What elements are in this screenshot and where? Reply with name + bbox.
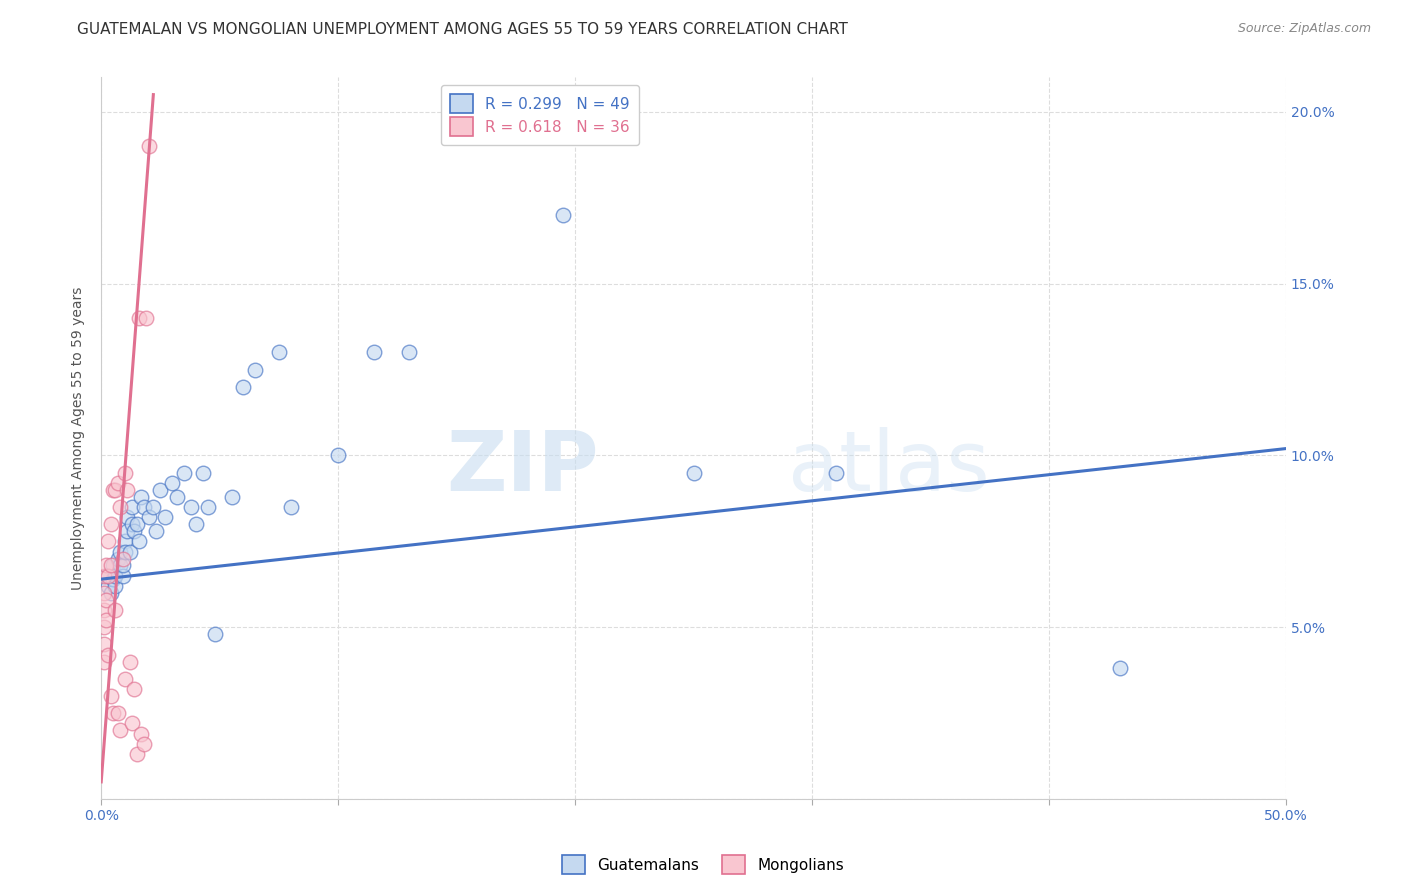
- Point: [125, 517, 148, 532]
- Point: [166, 490, 188, 504]
- Point: [232, 380, 254, 394]
- Text: Source: ZipAtlas.com: Source: ZipAtlas.com: [1237, 22, 1371, 36]
- Point: [104, 579, 127, 593]
- Point: [100, 517, 122, 532]
- Point: [107, 551, 129, 566]
- Point: [118, 544, 141, 558]
- Point: [121, 517, 143, 532]
- Legend: Guatemalans, Mongolians: Guatemalans, Mongolians: [555, 849, 851, 880]
- Point: [824, 466, 846, 480]
- Point: [128, 534, 150, 549]
- Point: [114, 672, 136, 686]
- Point: [191, 466, 214, 480]
- Point: [245, 362, 267, 376]
- Point: [131, 490, 153, 504]
- Point: [107, 475, 129, 490]
- Point: [111, 568, 134, 582]
- Point: [108, 558, 131, 573]
- Point: [162, 475, 184, 490]
- Point: [108, 544, 131, 558]
- Point: [173, 466, 195, 480]
- Point: [93, 586, 115, 600]
- Point: [97, 648, 120, 662]
- Point: [93, 637, 115, 651]
- Point: [108, 723, 131, 738]
- Point: [132, 737, 155, 751]
- Point: [93, 655, 115, 669]
- Point: [398, 345, 420, 359]
- Point: [280, 500, 302, 514]
- Point: [138, 139, 160, 153]
- Point: [328, 449, 350, 463]
- Point: [94, 613, 117, 627]
- Point: [94, 558, 117, 573]
- Point: [117, 510, 139, 524]
- Point: [184, 517, 207, 532]
- Point: [97, 568, 120, 582]
- Point: [180, 500, 202, 514]
- Point: [94, 568, 117, 582]
- Point: [101, 558, 124, 573]
- Point: [149, 483, 172, 497]
- Text: atlas: atlas: [789, 426, 990, 508]
- Point: [97, 534, 120, 549]
- Point: [94, 592, 117, 607]
- Text: ZIP: ZIP: [446, 426, 599, 508]
- Point: [204, 627, 226, 641]
- Point: [145, 524, 167, 538]
- Point: [114, 534, 136, 549]
- Point: [101, 483, 124, 497]
- Point: [1109, 661, 1132, 675]
- Point: [111, 551, 134, 566]
- Point: [142, 500, 165, 514]
- Point: [104, 483, 127, 497]
- Point: [124, 682, 146, 697]
- Point: [128, 310, 150, 325]
- Point: [111, 558, 134, 573]
- Point: [118, 655, 141, 669]
- Point: [553, 208, 575, 222]
- Point: [104, 568, 127, 582]
- Point: [101, 706, 124, 721]
- Point: [138, 510, 160, 524]
- Point: [121, 500, 143, 514]
- Point: [153, 510, 176, 524]
- Point: [101, 572, 124, 586]
- Point: [121, 716, 143, 731]
- Point: [682, 466, 704, 480]
- Point: [97, 579, 120, 593]
- Point: [267, 345, 290, 359]
- Point: [197, 500, 219, 514]
- Point: [124, 524, 146, 538]
- Point: [132, 500, 155, 514]
- Point: [117, 524, 139, 538]
- Point: [108, 500, 131, 514]
- Point: [93, 603, 115, 617]
- Point: [100, 689, 122, 703]
- Point: [363, 345, 385, 359]
- Point: [117, 483, 139, 497]
- Point: [93, 620, 115, 634]
- Point: [125, 747, 148, 762]
- Point: [221, 490, 243, 504]
- Point: [131, 727, 153, 741]
- Y-axis label: Unemployment Among Ages 55 to 59 years: Unemployment Among Ages 55 to 59 years: [72, 286, 86, 590]
- Point: [135, 310, 157, 325]
- Point: [107, 706, 129, 721]
- Point: [93, 568, 115, 582]
- Text: GUATEMALAN VS MONGOLIAN UNEMPLOYMENT AMONG AGES 55 TO 59 YEARS CORRELATION CHART: GUATEMALAN VS MONGOLIAN UNEMPLOYMENT AMO…: [77, 22, 848, 37]
- Point: [114, 544, 136, 558]
- Point: [104, 603, 127, 617]
- Legend: R = 0.299   N = 49, R = 0.618   N = 36: R = 0.299 N = 49, R = 0.618 N = 36: [440, 85, 638, 145]
- Point: [100, 558, 122, 573]
- Point: [114, 466, 136, 480]
- Point: [100, 586, 122, 600]
